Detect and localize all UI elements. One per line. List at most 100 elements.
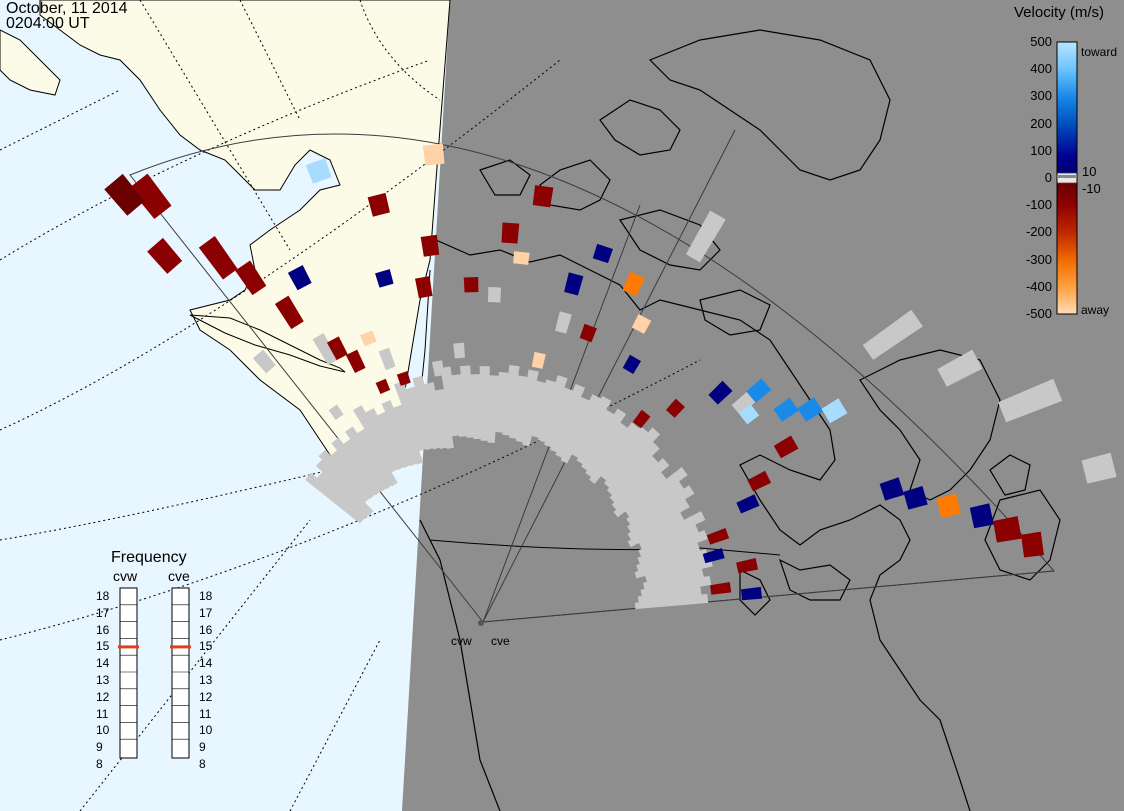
velocity-cell xyxy=(274,295,304,330)
velocity-cell xyxy=(345,349,366,373)
velocity-cell xyxy=(738,403,760,425)
frequency-level-left: 17 xyxy=(96,605,110,620)
ground-scatter-cell xyxy=(531,379,557,438)
ground-scatter-cell xyxy=(423,382,448,450)
frequency-level-right: 10 xyxy=(199,723,213,738)
ground-scatter-cell xyxy=(459,365,474,438)
velocity-cell xyxy=(305,158,332,184)
velocity-cell xyxy=(564,272,584,296)
colorbar-tick-label: 500 xyxy=(1030,34,1052,49)
frequency-level-right: 16 xyxy=(199,622,213,637)
ground-scatter-cell xyxy=(305,472,364,524)
ground-scatter-cell xyxy=(998,378,1063,423)
frequency-box xyxy=(171,587,190,759)
ground-scatter-cell xyxy=(316,471,369,520)
velocity-cell xyxy=(463,277,479,293)
ground-scatter-cell xyxy=(555,311,572,334)
velocity-cell xyxy=(592,243,613,264)
ground-scatter-cell xyxy=(576,409,615,465)
velocity-cell xyxy=(147,237,183,274)
frequency-level-left: 8 xyxy=(96,757,103,771)
ground-scatter-cell xyxy=(581,408,627,471)
ground-scatter-cell xyxy=(412,375,440,450)
colorbar-tick-label: 300 xyxy=(1030,88,1052,104)
colorbar-tick-label: 200 xyxy=(1030,115,1052,131)
colorbar-tick-label: -100 xyxy=(1025,197,1052,213)
ground-scatter-cell xyxy=(495,371,509,433)
velocity-cell xyxy=(1020,531,1045,558)
velocity-cell xyxy=(501,222,520,244)
velocity-cell xyxy=(622,271,645,297)
velocity-cell xyxy=(632,409,651,429)
frequency-level-left: 15 xyxy=(96,639,110,654)
site-label-cve: cve xyxy=(491,634,510,648)
ground-scatter-cell xyxy=(640,575,712,597)
ground-scatter-cell xyxy=(625,467,688,517)
frequency-box xyxy=(119,587,138,759)
velocity-cell xyxy=(326,336,348,361)
ground-scatter-cell xyxy=(434,388,454,449)
ground-scatter-cell xyxy=(555,396,590,458)
ground-scatter-cell xyxy=(627,498,690,540)
ground-scatter-cell xyxy=(252,349,276,374)
day-land-siberia xyxy=(0,29,61,96)
velocity-cell xyxy=(198,236,238,280)
ground-scatter-cell xyxy=(502,364,520,436)
velocity-cell xyxy=(706,527,730,545)
velocity-cell xyxy=(746,378,772,403)
colorbar-tick-label: -500 xyxy=(1025,306,1052,321)
velocity-cell xyxy=(821,398,848,424)
ground-scatter-cell xyxy=(643,568,704,590)
ground-scatter-cell xyxy=(585,422,628,478)
ground-scatter-cell xyxy=(638,511,706,550)
ground-scatter-cell xyxy=(331,437,381,496)
colorbar-tick-label: -200 xyxy=(1025,224,1052,240)
velocity-cell xyxy=(736,558,759,574)
velocity-cell xyxy=(532,185,554,208)
frequency-marker xyxy=(118,645,139,649)
radar-label-cve: cve xyxy=(168,568,190,584)
ground-scatter-cell xyxy=(365,408,404,471)
site-label-cvw: cvw xyxy=(451,634,472,648)
ground-scatter-cell xyxy=(637,530,708,565)
colorbar-inner-tick-neg: -10 xyxy=(1082,181,1101,196)
velocity-cell xyxy=(708,380,733,405)
ground-scatter-cell xyxy=(509,375,528,439)
colorbar-tick-label: -400 xyxy=(1025,278,1052,294)
ground-scatter-cell xyxy=(604,427,661,489)
ground-scatter-cell xyxy=(393,381,426,452)
time-label: 0204:00 UT xyxy=(6,15,90,32)
velocity-cell xyxy=(420,234,440,257)
ground-scatter-cell xyxy=(685,210,726,263)
ground-scatter-cell xyxy=(560,394,602,464)
velocity-cell xyxy=(129,173,172,220)
velocity-cell xyxy=(747,470,772,492)
frequency-level-right: 14 xyxy=(199,656,213,671)
frequency-level-right: 11 xyxy=(199,706,212,721)
ground-scatter-cell xyxy=(312,333,339,366)
velocity-cell xyxy=(235,260,267,296)
ground-scatter-cell xyxy=(634,548,709,579)
ground-scatter-cell xyxy=(634,593,709,610)
velocity-cell xyxy=(710,582,732,595)
velocity-cell xyxy=(104,173,145,216)
velocity-colorbar xyxy=(1056,41,1078,315)
velocity-cell xyxy=(513,251,530,265)
away-label: away xyxy=(1081,303,1110,317)
frequency-level-left: 12 xyxy=(96,689,110,704)
ground-scatter-cell xyxy=(356,428,398,487)
velocity-cell xyxy=(367,192,390,217)
ground-scatter-cell xyxy=(378,347,396,371)
ground-scatter-cell xyxy=(345,426,393,490)
colorbar-tick-label: 100 xyxy=(1030,142,1052,158)
velocity-cell xyxy=(375,378,391,394)
frequency-level-right: 17 xyxy=(199,605,213,620)
ground-scatter-cell xyxy=(571,395,612,459)
frequency-level-left: 13 xyxy=(96,673,110,687)
velocity-cell xyxy=(993,516,1022,543)
ground-scatter-cell xyxy=(479,366,490,441)
velocity-cell xyxy=(622,354,641,374)
ground-scatter-cell xyxy=(487,375,500,444)
